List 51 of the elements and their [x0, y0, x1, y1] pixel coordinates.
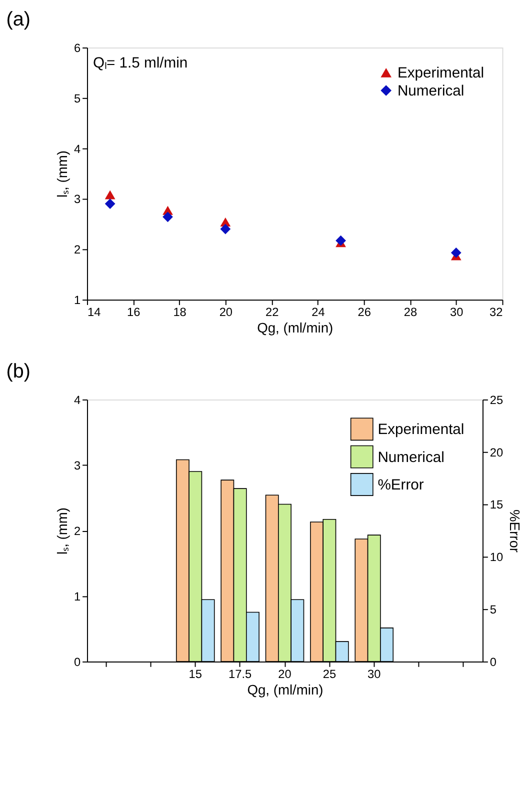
- y-tick-label: 6: [74, 40, 81, 55]
- x-tick-label: 32: [490, 304, 503, 319]
- x-tick-label: 20: [278, 666, 292, 681]
- x-tick-label: 25: [322, 666, 336, 681]
- x-tick-label: 18: [173, 304, 187, 319]
- legend-label: Experimental: [378, 422, 464, 438]
- y-axis-title: lₛ, (mm): [54, 150, 70, 198]
- x-axis-title: Qg, (ml/min): [257, 320, 334, 336]
- y-tick-label: 0: [74, 654, 81, 669]
- point: [104, 190, 116, 200]
- y-axis-title: lₛ, (mm): [54, 507, 70, 554]
- y-tick-label: 4: [74, 392, 81, 407]
- legend-label: Numerical: [397, 83, 464, 100]
- point: [220, 224, 231, 234]
- annotation: Qₗ= 1.5 ml/min: [92, 55, 188, 72]
- x-tick-label: 24: [312, 304, 326, 319]
- chart-title: (a): [6, 8, 30, 31]
- y2-tick-label: 10: [490, 550, 504, 564]
- y2-axis-title: %Error: [507, 509, 524, 553]
- y-tick-label: 4: [74, 142, 81, 156]
- x-tick-label: 30: [368, 666, 382, 681]
- point: [104, 198, 116, 209]
- x-axis-title: Qg, (ml/min): [247, 682, 324, 698]
- y-tick-label: 2: [74, 242, 81, 257]
- x-tick-label: 30: [450, 304, 464, 319]
- y2-tick-label: 25: [490, 392, 504, 407]
- legend-label: Experimental: [397, 66, 484, 82]
- point: [162, 212, 173, 222]
- x-tick-label: 16: [127, 304, 141, 319]
- y2-tick-label: 20: [490, 445, 504, 460]
- x-tick-label: 20: [219, 304, 233, 319]
- x-tick-label: 17.5: [228, 666, 252, 681]
- x-tick-label: 22: [265, 304, 279, 319]
- y-tick-label: 1: [74, 589, 81, 604]
- point: [450, 248, 462, 258]
- y2-tick-label: 5: [490, 602, 497, 617]
- chart-title: (b): [6, 360, 30, 383]
- point: [336, 235, 346, 246]
- y2-tick-label: 15: [490, 498, 504, 512]
- y-tick-label: 3: [74, 458, 81, 472]
- legend-label: Numerical: [378, 450, 444, 466]
- x-tick-label: 15: [188, 666, 202, 681]
- y-tick-label: 1: [74, 293, 81, 308]
- y-tick-label: 2: [74, 524, 81, 538]
- x-tick-label: 14: [88, 304, 102, 319]
- y-tick-label: 3: [74, 192, 81, 206]
- x-tick-label: 28: [404, 304, 418, 319]
- y2-tick-label: 0: [490, 654, 497, 669]
- legend-label: %Error: [378, 477, 424, 494]
- y-tick-label: 5: [74, 91, 81, 106]
- x-tick-label: 26: [358, 304, 372, 319]
